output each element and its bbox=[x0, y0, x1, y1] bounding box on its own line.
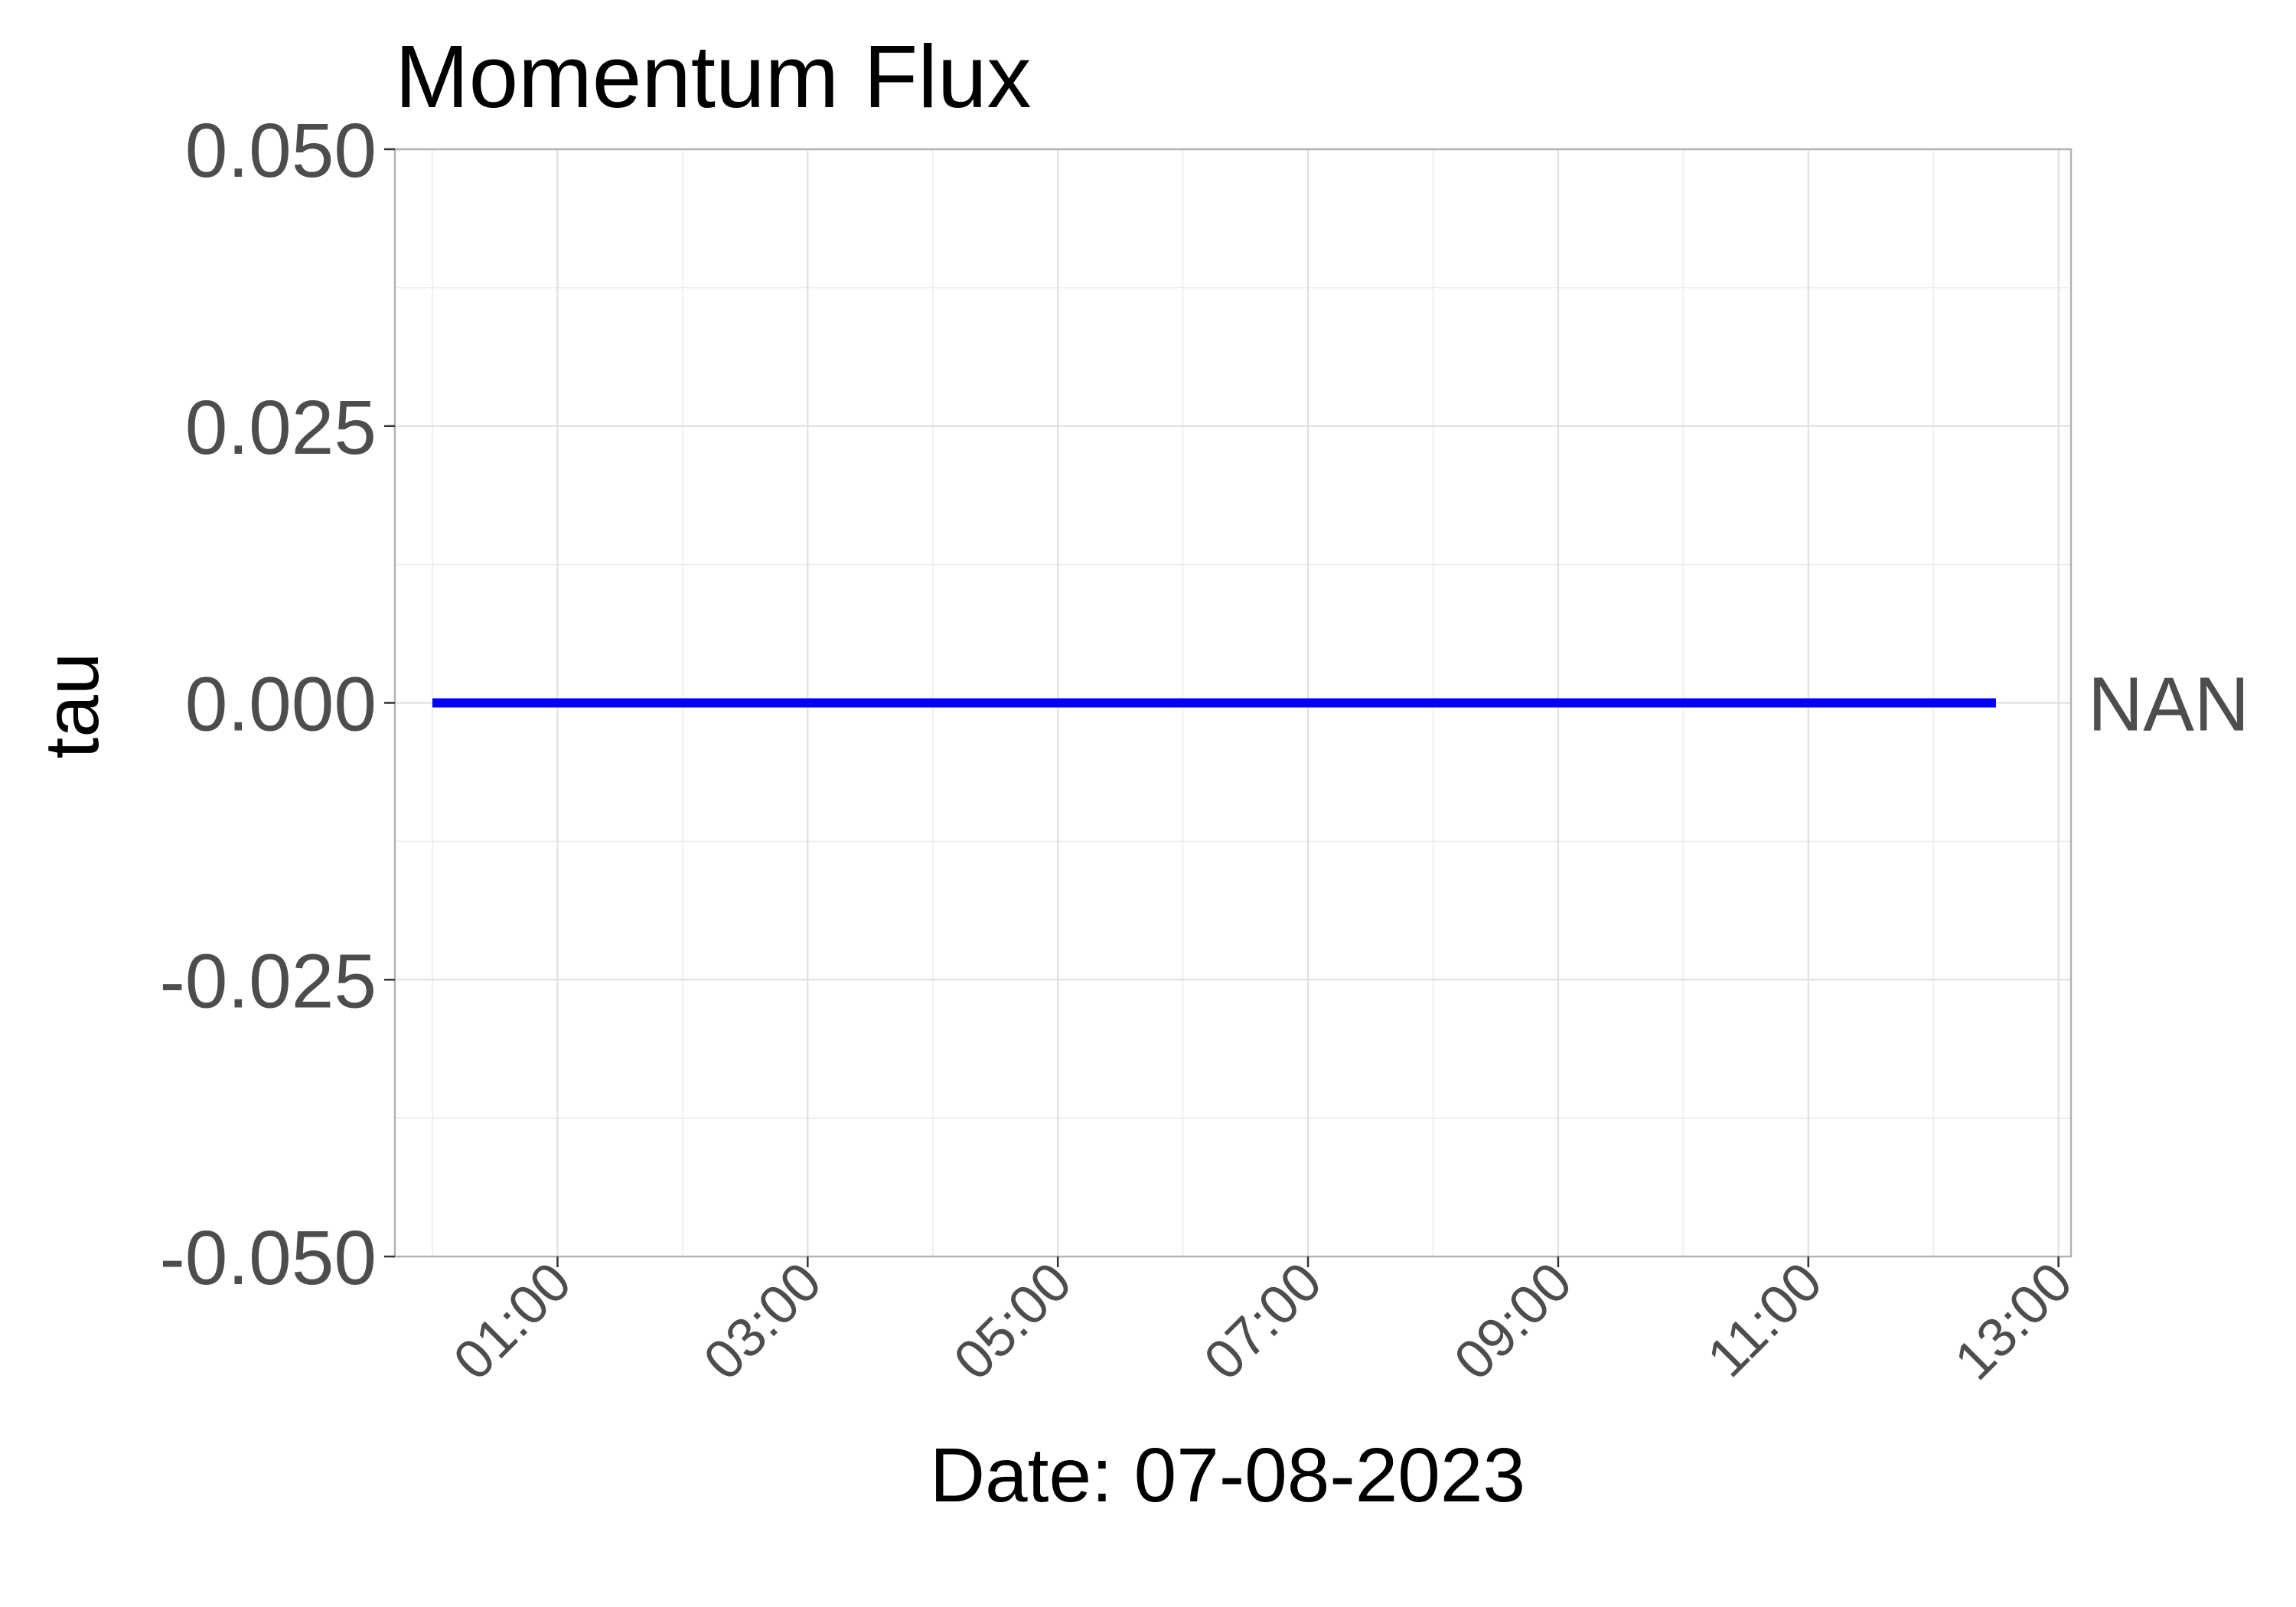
y-tick-label: 0.000 bbox=[185, 662, 377, 748]
x-axis: 01:00 03:00 05:00 07:00 09:00 11:00 13:00 bbox=[442, 1251, 2084, 1392]
x-tick-label: 07:00 bbox=[1192, 1251, 1333, 1392]
x-tick-label: 09:00 bbox=[1443, 1251, 1583, 1392]
x-tick-label: 13:00 bbox=[1943, 1251, 2084, 1392]
y-tick-label: 0.025 bbox=[185, 385, 377, 471]
y-tick-label: -0.050 bbox=[159, 1215, 377, 1301]
y-tick-label: -0.025 bbox=[159, 938, 377, 1024]
y-axis-label: tau bbox=[29, 652, 115, 758]
series-end-labels: NAN bbox=[2088, 662, 2249, 748]
chart-title: Momentum Flux bbox=[395, 27, 1032, 126]
x-tick-label: 03:00 bbox=[693, 1251, 833, 1392]
x-tick-label: 01:00 bbox=[442, 1251, 583, 1392]
series-end-label: NAN bbox=[2088, 662, 2249, 748]
x-axis-label: Date: 07-08-2023 bbox=[930, 1433, 1525, 1518]
x-tick-label: 05:00 bbox=[943, 1251, 1084, 1392]
x-tick-label: 11:00 bbox=[1696, 1251, 1834, 1389]
y-axis: -0.050 -0.025 0.000 0.025 0.050 bbox=[159, 108, 395, 1301]
y-tick-label: 0.050 bbox=[185, 108, 377, 194]
